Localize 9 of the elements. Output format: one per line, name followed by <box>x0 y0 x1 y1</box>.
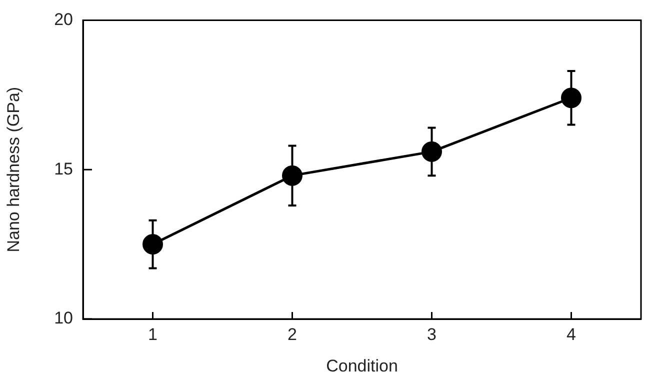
x-tick-label: 4 <box>566 324 576 344</box>
y-tick-label: 15 <box>54 159 73 178</box>
x-axis-title: Condition <box>326 356 398 376</box>
x-tick-label: 1 <box>148 324 158 344</box>
y-tick-label: 20 <box>54 10 73 29</box>
x-tick-label: 2 <box>288 324 297 344</box>
x-tick-label: 3 <box>427 324 436 344</box>
y-axis-title: Nano hardness (GPa) <box>4 86 23 252</box>
y-tick-label: 10 <box>54 308 73 328</box>
